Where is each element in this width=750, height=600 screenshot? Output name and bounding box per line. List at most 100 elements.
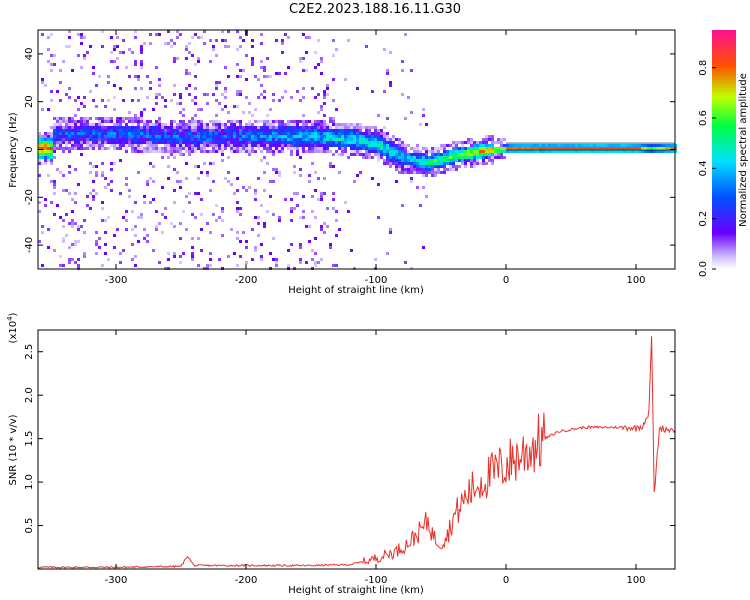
heatmap-cell: [368, 141, 371, 144]
heatmap-cell: [164, 129, 167, 132]
heatmap-cell: [284, 126, 287, 129]
heatmap-cell: [158, 141, 161, 144]
heatmap-cell: [167, 129, 170, 132]
heatmap-cell: [53, 129, 56, 132]
heatmap-cell: [323, 144, 326, 147]
heatmap-cell: [479, 153, 482, 156]
heatmap-cell: [77, 138, 80, 141]
heatmap-cell: [212, 123, 215, 126]
heatmap-cell: [626, 144, 629, 147]
heatmap-cell: [215, 219, 218, 222]
heatmap-cell: [599, 144, 602, 147]
heatmap-cell: [191, 255, 194, 258]
heatmap-cell: [416, 171, 419, 174]
heatmap-cell: [455, 147, 458, 150]
heatmap-cell: [140, 60, 143, 63]
heatmap-cell: [263, 96, 266, 99]
heatmap-cell: [200, 141, 203, 144]
heatmap-cell: [260, 33, 263, 36]
heatmap-cell: [380, 147, 383, 150]
heatmap-cell: [134, 147, 137, 150]
heatmap-cell: [62, 219, 65, 222]
heatmap-cell: [314, 216, 317, 219]
heatmap-cell: [320, 150, 323, 153]
heatmap-cell: [299, 258, 302, 261]
heatmap-cell: [197, 108, 200, 111]
heatmap-cell: [305, 51, 308, 54]
heatmap-cell: [50, 150, 53, 153]
heatmap-cell: [377, 156, 380, 159]
heatmap-cell: [479, 144, 482, 147]
heatmap-cell: [137, 171, 140, 174]
heatmap-cell: [197, 129, 200, 132]
heatmap-cell: [314, 129, 317, 132]
heatmap-cell: [395, 147, 398, 150]
heatmap-cell: [527, 147, 530, 150]
heatmap-cell: [194, 120, 197, 123]
heatmap-cell: [143, 132, 146, 135]
heatmap-cell: [329, 150, 332, 153]
heatmap-cell: [158, 138, 161, 141]
heatmap-cell: [629, 144, 632, 147]
heatmap-cell: [326, 84, 329, 87]
heatmap-cell: [617, 147, 620, 150]
heatmap-cell: [491, 138, 494, 141]
heatmap-cell: [437, 171, 440, 174]
heatmap-cell: [173, 60, 176, 63]
heatmap-cell: [380, 129, 383, 132]
heatmap-cell: [491, 135, 494, 138]
y-tick-label: 20: [24, 95, 35, 108]
heatmap-cell: [176, 123, 179, 126]
heatmap-cell: [200, 126, 203, 129]
heatmap-cell: [308, 180, 311, 183]
heatmap-cell: [68, 147, 71, 150]
heatmap-cell: [164, 42, 167, 45]
heatmap-cell: [107, 129, 110, 132]
heatmap-cell: [155, 129, 158, 132]
heatmap-cell: [458, 141, 461, 144]
heatmap-cell: [41, 33, 44, 36]
heatmap-cell: [389, 141, 392, 144]
heatmap-cell: [653, 150, 656, 153]
heatmap-cell: [77, 96, 80, 99]
heatmap-cell: [179, 33, 182, 36]
heatmap-cell: [479, 141, 482, 144]
heatmap-cell: [314, 51, 317, 54]
heatmap-cell: [578, 144, 581, 147]
heatmap-cell: [311, 138, 314, 141]
heatmap-cell: [209, 258, 212, 261]
heatmap-cell: [86, 123, 89, 126]
heatmap-cell: [464, 150, 467, 153]
heatmap-cell: [437, 159, 440, 162]
heatmap-cell: [131, 51, 134, 54]
heatmap-cell: [77, 258, 80, 261]
heatmap-cell: [272, 99, 275, 102]
heatmap-cell: [83, 219, 86, 222]
heatmap-cell: [239, 207, 242, 210]
heatmap-cell: [326, 126, 329, 129]
heatmap-cell: [221, 150, 224, 153]
heatmap-cell: [326, 150, 329, 153]
heatmap-cell: [389, 159, 392, 162]
heatmap-cell: [38, 153, 41, 156]
heatmap-cell: [389, 228, 392, 231]
heatmap-cell: [245, 78, 248, 81]
heatmap-cell: [419, 153, 422, 156]
heatmap-cell: [89, 90, 92, 93]
heatmap-cell: [77, 54, 80, 57]
heatmap-cell: [323, 147, 326, 150]
heatmap-cell: [443, 156, 446, 159]
heatmap-cell: [356, 135, 359, 138]
heatmap-cell: [125, 210, 128, 213]
heatmap-cell: [425, 150, 428, 153]
heatmap-cell: [419, 168, 422, 171]
heatmap-cell: [254, 126, 257, 129]
heatmap-cell: [44, 141, 47, 144]
heatmap-cell: [170, 99, 173, 102]
snr-plot-area: [38, 330, 675, 569]
heatmap-cell: [281, 150, 284, 153]
heatmap-cell: [410, 162, 413, 165]
snr-series-line: [37, 336, 676, 569]
heatmap-cell: [437, 153, 440, 156]
heatmap-cell: [194, 126, 197, 129]
